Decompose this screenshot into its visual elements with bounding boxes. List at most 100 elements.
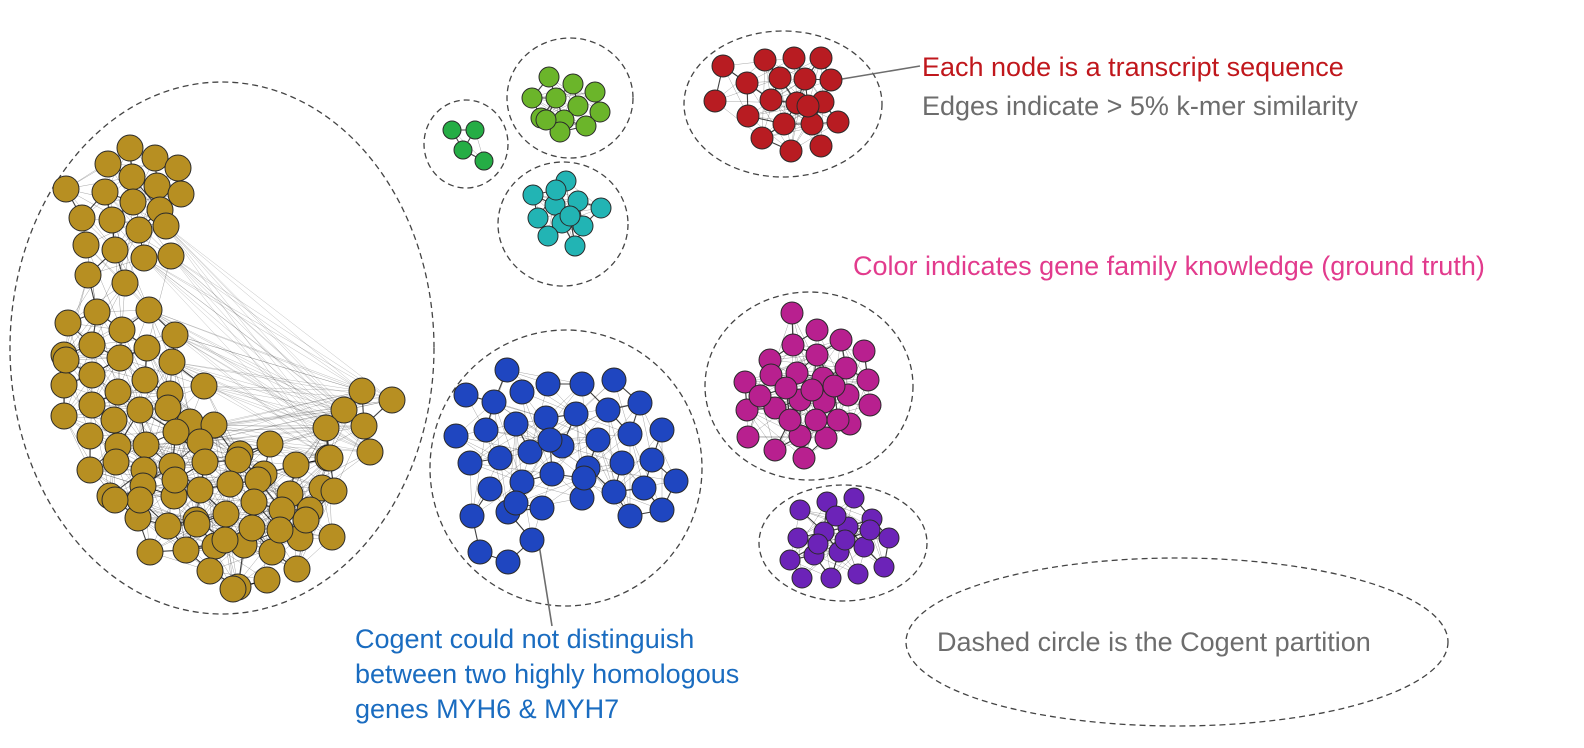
transcript-node	[212, 500, 240, 528]
transcript-node	[474, 151, 494, 171]
transcript-node	[800, 378, 824, 402]
transcript-node	[443, 423, 469, 449]
transcript-node	[318, 523, 346, 551]
edge	[117, 309, 150, 393]
edge	[96, 229, 140, 313]
edge	[469, 417, 547, 464]
transcript-node	[601, 479, 627, 505]
transcript-node	[782, 46, 806, 70]
transcript-node	[494, 357, 520, 383]
transcript-node	[211, 526, 239, 554]
edge	[747, 436, 827, 439]
edge	[171, 361, 363, 392]
edge	[63, 379, 146, 417]
transcript-node	[858, 393, 882, 417]
transcript-node	[617, 421, 643, 447]
transcript-node	[487, 445, 513, 471]
transcript-node	[50, 402, 78, 430]
dark-green-cluster	[442, 120, 494, 171]
transcript-node	[253, 566, 281, 594]
transcript-node	[76, 422, 104, 450]
transcript-node	[584, 81, 606, 103]
transcript-node	[627, 390, 653, 416]
partition-red	[683, 30, 883, 178]
transcript-node	[585, 427, 611, 453]
homolog-annotation-line-2: between two highly homologous	[355, 659, 740, 689]
transcript-node	[753, 48, 777, 72]
transcript-node	[601, 367, 627, 393]
edge	[143, 257, 327, 429]
edge	[746, 409, 805, 459]
edge	[63, 415, 147, 446]
transcript-node	[119, 188, 147, 216]
blue-cluster	[443, 357, 689, 575]
edge	[213, 424, 327, 429]
transcript-node	[459, 503, 485, 529]
node-pointer-line	[835, 65, 921, 81]
edge	[65, 188, 140, 231]
transcript-node	[111, 269, 139, 297]
transcript-node	[733, 370, 757, 394]
edge	[63, 415, 145, 471]
transcript-node	[825, 505, 847, 527]
edge	[170, 255, 327, 429]
partition-teal	[497, 161, 629, 287]
transcript-node	[791, 567, 813, 589]
transcript-node	[545, 179, 567, 201]
transcript-node	[809, 134, 833, 158]
transcript-node	[703, 89, 727, 113]
transcript-node	[91, 178, 119, 206]
transcript-node	[856, 368, 880, 392]
edge	[91, 334, 176, 346]
edge	[465, 394, 547, 419]
transcript-node	[807, 533, 829, 555]
edge	[174, 334, 363, 392]
transcript-node	[126, 486, 154, 514]
transcript-node	[320, 477, 348, 505]
transcript-node	[442, 120, 462, 140]
transcript-node	[527, 207, 549, 229]
transcript-node	[789, 499, 811, 521]
transcript-node	[503, 490, 529, 516]
edge	[174, 334, 345, 411]
transcript-node	[559, 205, 581, 227]
transcript-node	[282, 451, 310, 479]
transcript-node	[224, 446, 252, 474]
transcript-node	[83, 298, 111, 326]
partition-legend-oval	[905, 557, 1449, 727]
transcript-node	[780, 301, 804, 325]
magenta-cluster	[733, 301, 882, 470]
edge	[199, 399, 393, 443]
edge	[137, 513, 227, 519]
transcript-node	[639, 447, 665, 473]
edge	[237, 459, 323, 489]
edge	[714, 100, 798, 104]
edge	[65, 347, 148, 361]
transcript-node	[805, 343, 829, 367]
edge	[165, 225, 363, 392]
edge	[121, 329, 141, 411]
transcript-node	[135, 296, 163, 324]
transcript-node	[878, 527, 900, 549]
transcript-node	[283, 555, 311, 583]
edge	[296, 490, 335, 570]
transcript-node	[735, 71, 759, 95]
transcript-node	[822, 374, 846, 398]
edge	[521, 391, 553, 475]
edge	[209, 537, 301, 572]
transcript-node	[549, 121, 571, 143]
edge	[289, 451, 371, 495]
edge	[213, 409, 345, 426]
partition-magenta	[704, 291, 914, 481]
transcript-node	[563, 401, 589, 427]
homolog-annotation-line-1: Cogent could not distinguish	[355, 624, 695, 654]
edge	[114, 499, 187, 551]
edge	[111, 219, 150, 311]
transcript-node	[772, 112, 796, 136]
transcript-node	[781, 333, 805, 357]
edge	[111, 167, 179, 221]
edge	[203, 385, 371, 453]
edge	[65, 359, 146, 381]
edge	[117, 391, 173, 467]
